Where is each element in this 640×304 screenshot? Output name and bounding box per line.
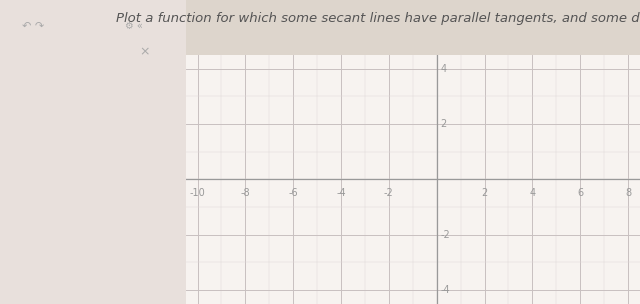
Text: ⚙ «: ⚙ « [125,21,143,31]
Text: ↶ ↷: ↶ ↷ [22,21,45,31]
Text: -8: -8 [241,188,250,198]
Text: 4: 4 [440,64,447,74]
Text: ×: × [140,46,150,59]
Text: 4: 4 [529,188,536,198]
Text: -4: -4 [336,188,346,198]
Text: -6: -6 [289,188,298,198]
Text: -10: -10 [189,188,205,198]
Text: Plot a function for which some secant lines have parallel tangents, and some do : Plot a function for which some secant li… [116,12,640,25]
Text: 2: 2 [481,188,488,198]
Text: 8: 8 [625,188,631,198]
Text: -2: -2 [440,230,450,240]
Text: -2: -2 [384,188,394,198]
Text: 6: 6 [577,188,583,198]
Text: 2: 2 [440,119,447,129]
Text: -4: -4 [440,285,450,295]
